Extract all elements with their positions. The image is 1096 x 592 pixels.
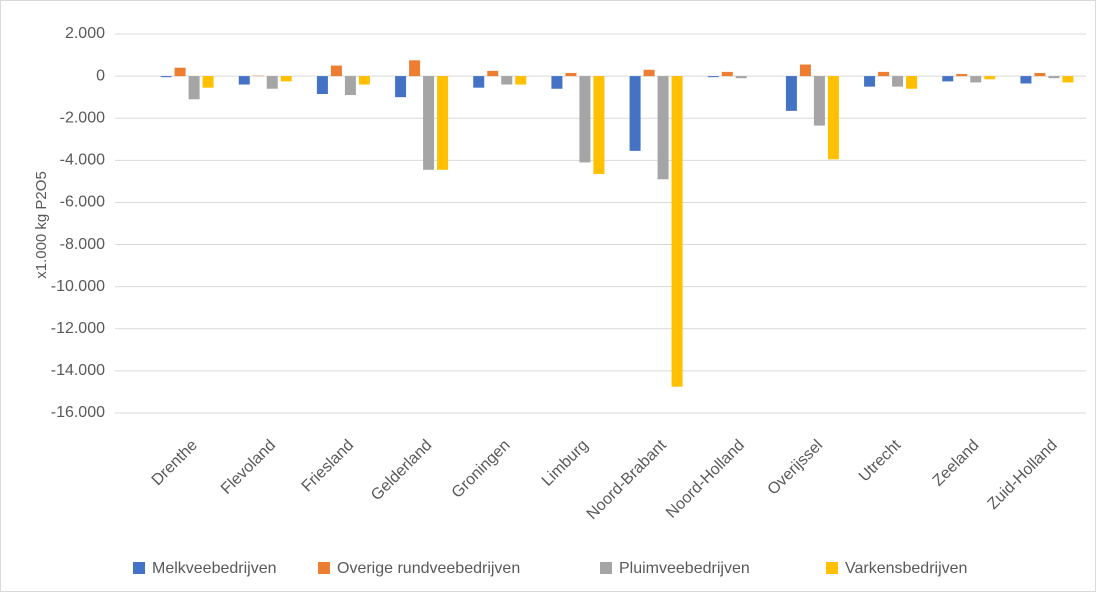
bar <box>864 76 876 87</box>
bar <box>1062 76 1074 83</box>
bar <box>160 76 172 78</box>
legend-label: Pluimveebedrijven <box>619 560 750 577</box>
legend-label: Varkensbedrijven <box>845 560 967 577</box>
y-tick-label: -12.000 <box>51 320 105 337</box>
bar <box>174 67 186 77</box>
y-tick-label: -8.000 <box>60 236 105 253</box>
bar <box>515 76 527 85</box>
bar <box>984 76 996 80</box>
legend-swatch <box>826 562 838 574</box>
bar <box>1034 72 1046 77</box>
bar <box>551 76 563 89</box>
y-tick-label: 2.000 <box>65 25 105 42</box>
bar <box>395 76 407 98</box>
bar <box>316 76 328 95</box>
bar <box>579 76 591 163</box>
bar <box>813 76 825 126</box>
y-tick-label: -4.000 <box>60 152 105 169</box>
y-axis-label: x1.000 kg P2O5 <box>33 171 50 279</box>
bar <box>437 76 449 170</box>
y-tick-label: -10.000 <box>51 278 105 295</box>
y-tick-label: -2.000 <box>60 109 105 126</box>
bar <box>358 76 370 85</box>
bar <box>657 76 669 180</box>
y-tick-label: -14.000 <box>51 362 105 379</box>
bar <box>188 76 200 100</box>
bar <box>344 76 356 96</box>
bar <box>906 76 918 89</box>
y-tick-label: 0 <box>96 67 105 84</box>
bar <box>721 71 733 77</box>
legend-swatch <box>133 562 145 574</box>
bar <box>565 72 577 77</box>
bar <box>785 76 797 111</box>
bar <box>330 65 342 77</box>
bar <box>878 71 890 77</box>
legend-label: Overige rundveebedrijven <box>337 560 520 577</box>
legend-label: Melkveebedrijven <box>152 560 277 577</box>
bar <box>799 64 811 77</box>
bar <box>942 76 954 82</box>
legend-swatch <box>600 562 612 574</box>
bar <box>238 76 250 85</box>
bar <box>707 76 719 78</box>
bar <box>827 76 839 160</box>
bar <box>1020 76 1032 84</box>
bar <box>423 76 435 170</box>
bar <box>892 76 904 87</box>
bar <box>671 76 683 387</box>
bar <box>735 76 747 79</box>
bar <box>629 76 641 151</box>
bar <box>473 76 485 88</box>
bar <box>501 76 513 85</box>
bar <box>970 76 982 83</box>
bar <box>956 74 968 77</box>
y-tick-label: -6.000 <box>60 194 105 211</box>
bar <box>202 76 214 88</box>
bar <box>280 76 292 82</box>
bar <box>643 69 655 77</box>
bar <box>1048 76 1060 79</box>
bar <box>593 76 605 175</box>
legend-swatch <box>318 562 330 574</box>
bar <box>487 70 499 77</box>
y-tick-label: -16.000 <box>51 404 105 421</box>
bar <box>266 76 278 89</box>
bar <box>409 60 421 77</box>
